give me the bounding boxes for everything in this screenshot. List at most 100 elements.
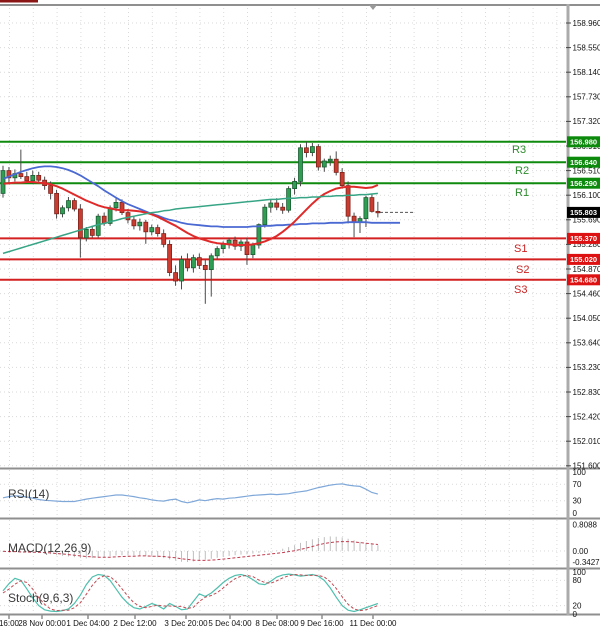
candle-bear bbox=[18, 173, 24, 178]
ma-red bbox=[2, 181, 379, 246]
x-axis-label: 11 Dec 00:00 bbox=[350, 619, 398, 628]
candle-bear bbox=[78, 208, 83, 239]
price-level-badge bbox=[567, 274, 600, 286]
candle-bear bbox=[167, 243, 173, 273]
price-axis-label: 152.830 bbox=[573, 388, 600, 397]
top-left-marker bbox=[0, 0, 38, 3]
candle-bull bbox=[262, 206, 268, 225]
candle-bear bbox=[196, 257, 202, 266]
candle-bull bbox=[309, 146, 315, 154]
x-axis-label: 28 Nov 00:00 bbox=[18, 619, 66, 628]
candle-bull bbox=[321, 160, 327, 168]
indicator-axis-label: 0.00 bbox=[573, 547, 589, 556]
x-axis-label: 9 Dec 16:00 bbox=[300, 619, 344, 628]
indicator-axis-label: 80 bbox=[573, 576, 582, 585]
indicator-axis-label: 70 bbox=[573, 480, 582, 489]
price-axis-label: 155.280 bbox=[573, 240, 600, 249]
price-axis-label: 157.320 bbox=[573, 117, 600, 126]
candle-bull bbox=[286, 188, 292, 211]
indicator-axis-label: 20 bbox=[573, 601, 582, 610]
candle-bull bbox=[30, 174, 36, 182]
candle-bull bbox=[327, 158, 333, 162]
candle-bull bbox=[113, 201, 119, 209]
panel-separator bbox=[0, 567, 600, 570]
candle-bull bbox=[66, 200, 71, 209]
price-axis-label: 151.600 bbox=[573, 462, 600, 471]
x-axis-label: 16:00 bbox=[0, 619, 20, 628]
indicator-axis-label: 30 bbox=[573, 497, 582, 506]
candle-bear bbox=[6, 170, 12, 179]
candle-bull bbox=[60, 207, 65, 215]
price-axis-label: 158.140 bbox=[573, 68, 600, 77]
chart-shift-marker-icon bbox=[369, 5, 377, 10]
price-axis-separator[interactable] bbox=[566, 4, 570, 615]
candle-bear bbox=[89, 228, 95, 236]
candle-bull bbox=[250, 244, 256, 256]
candle-bear bbox=[72, 200, 77, 210]
indicator-axis-label: 0 bbox=[573, 509, 578, 518]
price-level-badge-text: 154.680 bbox=[570, 276, 597, 285]
price-axis-label: 157.730 bbox=[573, 93, 600, 102]
price-level-badge-text: 156.980 bbox=[570, 138, 597, 147]
indicator-axis-label: -0.3427 bbox=[573, 558, 600, 567]
price-level-badge bbox=[567, 177, 600, 189]
candle-bear bbox=[339, 171, 345, 186]
ma-blue bbox=[2, 165, 400, 228]
candle-bear bbox=[36, 174, 42, 181]
price-level-badge-text: 156.640 bbox=[570, 158, 597, 167]
price-level-badge bbox=[567, 156, 600, 168]
panel-separator bbox=[0, 467, 600, 470]
candle-bear bbox=[303, 147, 309, 154]
current-price-badge-text: 155.803 bbox=[570, 208, 597, 217]
ma-green bbox=[2, 192, 378, 255]
candle-bull bbox=[137, 221, 143, 227]
price-axis-label: 153.230 bbox=[573, 363, 600, 372]
stoch-k-line bbox=[2, 573, 379, 613]
candle-bear bbox=[202, 264, 208, 270]
x-axis-label: 3 Dec 20:00 bbox=[164, 619, 208, 628]
candle-bull bbox=[268, 202, 274, 208]
candle-bear bbox=[244, 241, 250, 256]
panel-separator bbox=[0, 517, 600, 520]
candle-bear bbox=[375, 210, 381, 214]
panel-separator bbox=[0, 4, 600, 6]
candle-bull bbox=[214, 248, 220, 257]
candle-bull bbox=[363, 197, 369, 220]
price-axis-label: 158.550 bbox=[573, 43, 600, 52]
panel-separator bbox=[0, 613, 600, 616]
candle-bull bbox=[190, 257, 196, 269]
candle-bear bbox=[143, 221, 149, 233]
x-axis-label: 5 Dec 04:00 bbox=[208, 619, 252, 628]
candle-bear bbox=[232, 239, 238, 247]
price-level-badge-text: 156.290 bbox=[570, 179, 597, 188]
indicator-axis-label: 0.8088 bbox=[573, 521, 598, 530]
price-level-badge-text: 155.020 bbox=[570, 255, 597, 264]
indicator-axis-label: 100 bbox=[573, 468, 587, 477]
candle-bear bbox=[274, 202, 280, 208]
price-level-badge bbox=[567, 136, 600, 148]
candle-bear bbox=[315, 146, 321, 168]
price-level-badge-text: 155.370 bbox=[570, 234, 597, 243]
current-price-badge bbox=[567, 206, 600, 218]
price-axis-label: 156.510 bbox=[573, 166, 600, 175]
rsi-line bbox=[2, 483, 379, 504]
candle-bear bbox=[369, 197, 375, 212]
price-axis-label: 155.690 bbox=[573, 216, 600, 225]
indicator-axis-label: 100 bbox=[573, 568, 587, 577]
candle-bear bbox=[24, 176, 30, 182]
price-level-badge bbox=[567, 253, 600, 265]
candle-bear bbox=[155, 227, 161, 235]
x-axis-label: 8 Dec 08:00 bbox=[255, 619, 299, 628]
price-axis-label: 152.420 bbox=[573, 412, 600, 421]
candle-bull bbox=[208, 255, 214, 271]
candle-bull bbox=[292, 180, 298, 189]
candle-bear bbox=[48, 185, 53, 194]
stoch-d-line bbox=[2, 573, 379, 612]
price-axis-label: 153.640 bbox=[573, 339, 600, 348]
x-axis-label: 2 Dec 12:00 bbox=[113, 619, 157, 628]
candle-bear bbox=[280, 206, 286, 211]
candle-bull bbox=[149, 227, 155, 233]
macd-signal-line bbox=[2, 541, 378, 561]
